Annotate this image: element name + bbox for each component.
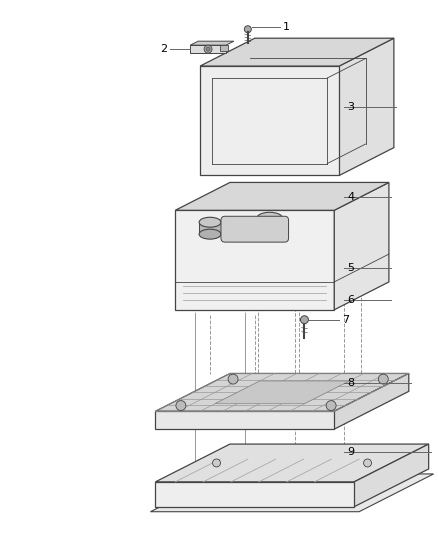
Ellipse shape bbox=[199, 217, 221, 227]
Circle shape bbox=[212, 459, 220, 467]
Text: 1: 1 bbox=[283, 22, 290, 33]
Polygon shape bbox=[257, 218, 283, 232]
Ellipse shape bbox=[199, 229, 221, 239]
Circle shape bbox=[206, 47, 210, 51]
Polygon shape bbox=[200, 38, 394, 66]
Text: 6: 6 bbox=[347, 295, 354, 305]
Circle shape bbox=[228, 374, 238, 384]
Circle shape bbox=[300, 316, 308, 324]
Text: 2: 2 bbox=[160, 44, 167, 54]
Polygon shape bbox=[199, 222, 221, 234]
Polygon shape bbox=[190, 45, 226, 53]
Polygon shape bbox=[215, 381, 349, 403]
Circle shape bbox=[364, 459, 371, 467]
Polygon shape bbox=[190, 41, 234, 45]
Polygon shape bbox=[150, 474, 434, 512]
Text: 9: 9 bbox=[347, 447, 354, 457]
Polygon shape bbox=[155, 482, 354, 507]
Polygon shape bbox=[339, 38, 394, 175]
Text: 7: 7 bbox=[342, 314, 350, 325]
Polygon shape bbox=[155, 374, 409, 411]
Circle shape bbox=[378, 374, 388, 384]
Polygon shape bbox=[354, 444, 429, 507]
Ellipse shape bbox=[257, 212, 283, 224]
Polygon shape bbox=[334, 374, 409, 429]
Circle shape bbox=[204, 45, 212, 53]
Circle shape bbox=[244, 26, 251, 33]
Ellipse shape bbox=[257, 226, 283, 238]
Circle shape bbox=[326, 401, 336, 410]
Text: 8: 8 bbox=[347, 378, 354, 389]
Polygon shape bbox=[200, 66, 339, 175]
FancyBboxPatch shape bbox=[221, 216, 289, 242]
Circle shape bbox=[176, 401, 186, 410]
Polygon shape bbox=[220, 45, 228, 51]
Polygon shape bbox=[334, 182, 389, 310]
Text: 4: 4 bbox=[347, 192, 354, 203]
Polygon shape bbox=[155, 411, 334, 429]
Polygon shape bbox=[175, 182, 389, 211]
Text: 5: 5 bbox=[347, 263, 354, 273]
Polygon shape bbox=[175, 211, 334, 310]
Polygon shape bbox=[155, 444, 429, 482]
Text: 3: 3 bbox=[347, 102, 354, 112]
